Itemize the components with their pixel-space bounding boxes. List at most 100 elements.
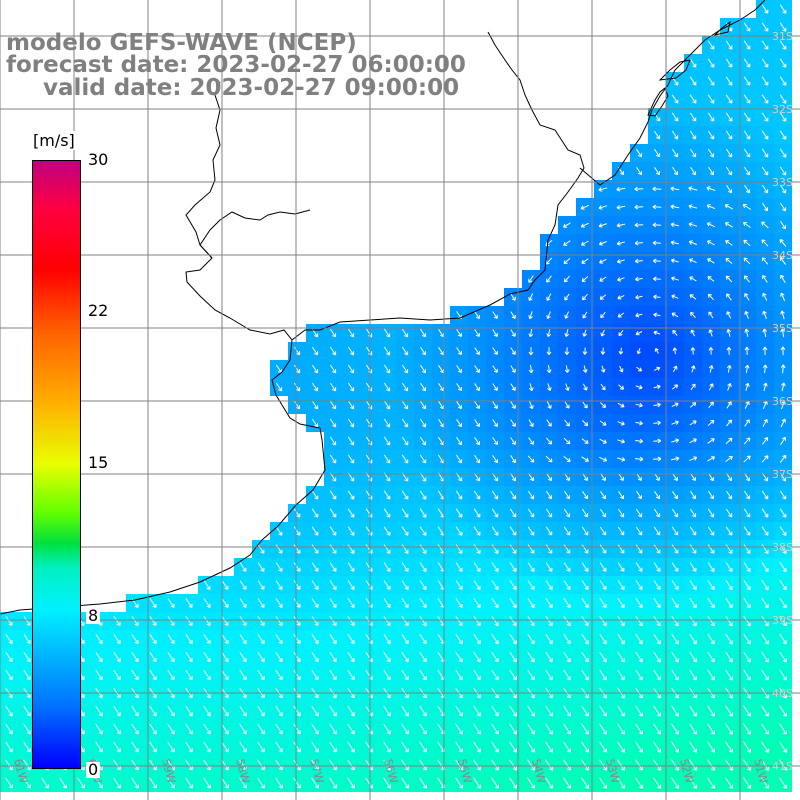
wind-arrow: [329, 454, 337, 464]
wind-arrow: [293, 562, 301, 572]
wind-arrow: [509, 580, 517, 591]
wind-arrow: [492, 419, 498, 427]
wind-arrow: [167, 705, 175, 717]
wind-arrow: [761, 579, 769, 591]
wind-arrow: [779, 597, 787, 609]
wind-arrow: [779, 130, 787, 140]
wind-arrow: [546, 329, 552, 338]
wind-arrow: [275, 723, 283, 735]
wind-arrow: [419, 723, 427, 735]
wind-arrow: [203, 652, 211, 663]
wind-arrow: [762, 310, 767, 320]
wind-arrow: [545, 723, 553, 735]
wind-arrow: [563, 651, 571, 663]
wind-arrow: [671, 669, 679, 681]
wind-arrow: [670, 204, 680, 210]
wind-arrow: [688, 759, 698, 771]
wind-arrow: [401, 526, 409, 536]
wind-arrow: [582, 491, 588, 500]
wind-arrow: [329, 741, 337, 753]
wind-arrow: [563, 669, 571, 681]
wind-arrow: [761, 455, 769, 463]
wind-arrow: [474, 401, 480, 410]
wind-arrow: [149, 634, 157, 645]
wind-arrow: [707, 112, 715, 122]
wind-arrow: [743, 490, 751, 500]
wind-arrow: [635, 562, 643, 572]
wind-arrow: [5, 759, 13, 771]
wind-arrow: [653, 366, 661, 371]
wind-arrow: [617, 312, 625, 318]
wind-arrow: [671, 94, 679, 104]
wind-arrow: [347, 454, 355, 464]
wind-arrow: [455, 723, 463, 735]
wind-arrow: [419, 490, 427, 500]
wind-arrow: [635, 312, 643, 318]
longitude-label: 53W: [603, 757, 622, 785]
wind-arrow: [563, 633, 571, 645]
wind-arrow: [760, 777, 770, 789]
wind-arrow: [708, 311, 714, 319]
wind-arrow: [257, 616, 265, 627]
wind-arrow: [653, 598, 661, 609]
wind-arrow: [329, 652, 337, 663]
wind-arrow: [689, 130, 697, 140]
wind-arrow: [780, 310, 785, 320]
wind-arrow: [528, 419, 534, 427]
wind-arrow: [383, 741, 391, 753]
wind-arrow: [779, 148, 787, 158]
wind-arrow: [347, 364, 355, 374]
wind-arrow: [617, 669, 625, 681]
wind-arrow: [653, 330, 661, 336]
wind-arrow: [636, 366, 642, 372]
wind-arrow: [545, 580, 553, 591]
wind-arrow: [329, 400, 337, 410]
wind-arrow: [616, 457, 626, 462]
wind-arrow: [707, 651, 715, 663]
wind-arrow: [275, 526, 283, 536]
wind-arrow: [257, 669, 265, 681]
wind-arrow: [599, 258, 607, 264]
wind-arrow: [779, 76, 787, 86]
wind-arrow: [275, 634, 283, 645]
wind-arrow: [743, 455, 751, 463]
wind-arrow: [383, 669, 391, 681]
wind-arrow: [743, 130, 751, 140]
wind-arrow: [293, 616, 301, 627]
wind-arrow: [725, 166, 733, 176]
wind-arrow: [347, 562, 355, 572]
wind-arrow: [761, 615, 769, 627]
wind-arrow: [743, 741, 752, 753]
latitude-label: 38S: [772, 541, 793, 554]
wind-arrow: [725, 741, 733, 753]
wind-arrow: [707, 94, 715, 104]
wind-arrow: [509, 705, 517, 717]
wind-arrow: [311, 741, 319, 753]
wind-arrow: [725, 275, 733, 283]
wind-arrow: [564, 347, 570, 355]
wind-arrow: [401, 669, 409, 681]
wind-arrow: [509, 723, 517, 735]
wind-arrow: [581, 759, 589, 771]
wind-arrow: [581, 651, 589, 663]
wind-arrow: [491, 490, 499, 500]
wind-arrow: [239, 634, 247, 645]
wind-arrow: [95, 777, 103, 789]
wind-arrow: [455, 580, 463, 591]
wind-arrow: [95, 634, 103, 645]
wind-arrow: [509, 598, 517, 609]
wind-arrow: [347, 777, 355, 789]
wind-arrow: [780, 292, 786, 302]
wind-arrow: [455, 705, 463, 717]
wind-arrow: [419, 616, 427, 627]
legend-tick-15: 15: [86, 453, 111, 472]
wind-arrow: [654, 167, 660, 176]
wind-arrow: [600, 473, 606, 482]
wind-arrow: [329, 328, 337, 338]
wind-arrow: [565, 383, 570, 391]
wind-arrow: [671, 615, 679, 627]
wind-arrow: [708, 401, 714, 409]
wind-arrow: [456, 383, 462, 392]
wind-arrow: [185, 777, 193, 789]
wind-arrow: [653, 508, 661, 518]
